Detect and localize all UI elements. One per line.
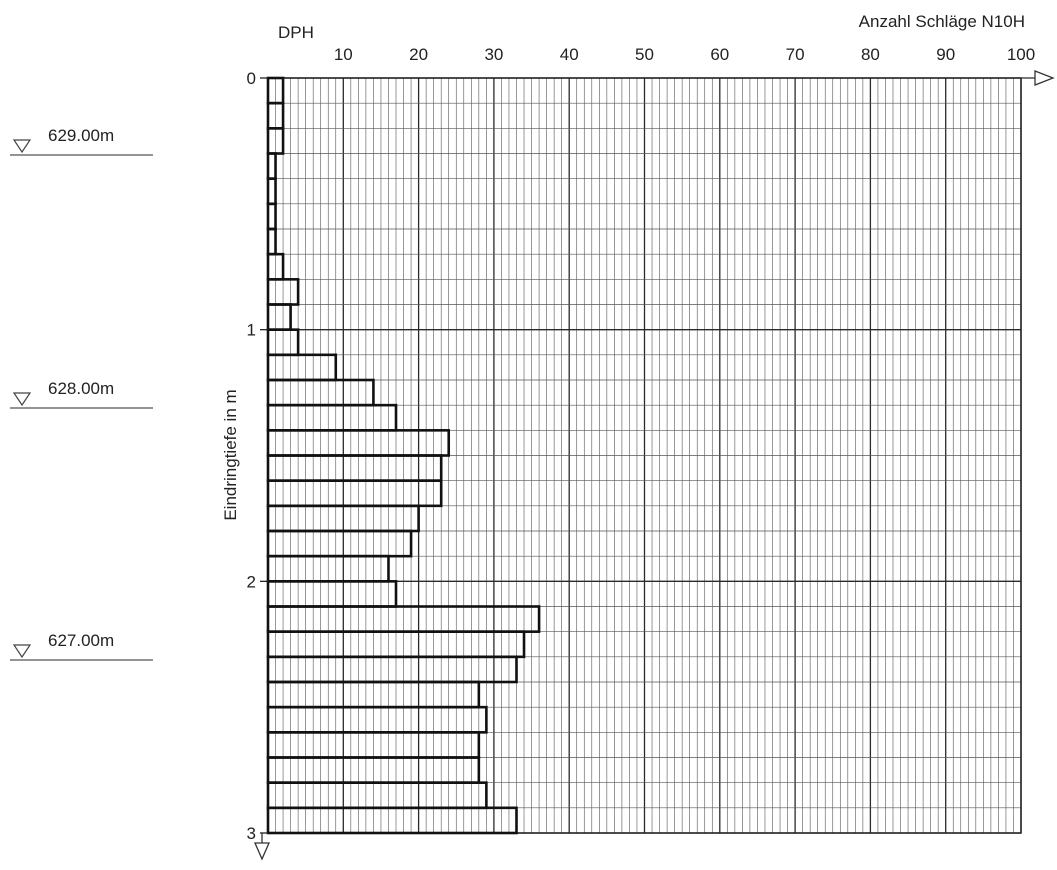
bar-20 bbox=[266, 580, 398, 608]
x-tick-label: 80 bbox=[861, 45, 880, 64]
bar-5 bbox=[266, 202, 277, 231]
x-tick-label: 70 bbox=[786, 45, 805, 64]
elevation-label: 628.00m bbox=[48, 379, 114, 398]
bar-11 bbox=[266, 353, 338, 382]
x-tick-label: 100 bbox=[1007, 45, 1035, 64]
bar-29 bbox=[266, 806, 518, 835]
bar-4 bbox=[266, 177, 277, 206]
x-tick-label: 40 bbox=[560, 45, 579, 64]
x-axis-label: Anzahl Schläge N10H bbox=[859, 12, 1025, 31]
x-axis-arrow-icon bbox=[1034, 70, 1055, 86]
x-tick-label: 20 bbox=[409, 45, 428, 64]
y-tick-label: 1 bbox=[247, 321, 256, 340]
water-level-triangle-icon bbox=[12, 139, 32, 154]
y-axis-arrow-icon bbox=[254, 842, 270, 861]
bar-13 bbox=[266, 403, 398, 432]
bar-16 bbox=[266, 479, 443, 508]
bar-15 bbox=[266, 454, 443, 482]
axes: 10 20 30 40 50 60 70 80 90 100 0 1 2 3 bbox=[247, 45, 1055, 861]
x-tick-label: 90 bbox=[936, 45, 955, 64]
x-tick-label: 30 bbox=[484, 45, 503, 64]
bars bbox=[266, 76, 541, 835]
y-tick-label: 3 bbox=[247, 824, 256, 843]
y-tick-label: 0 bbox=[247, 69, 256, 88]
bar-28 bbox=[266, 781, 488, 810]
bar-18 bbox=[266, 529, 413, 558]
bar-3 bbox=[266, 152, 277, 180]
water-level-triangle-icon bbox=[12, 644, 32, 659]
elevation-label: 627.00m bbox=[48, 631, 114, 650]
elevation-label: 629.00m bbox=[48, 126, 114, 145]
bar-9 bbox=[266, 303, 292, 331]
bar-6 bbox=[266, 227, 277, 256]
water-level-triangle-icon bbox=[12, 392, 32, 407]
x-tick-label: 50 bbox=[635, 45, 654, 64]
y-axis-label: Eindringtiefe in m bbox=[221, 389, 240, 520]
chart-title: DPH bbox=[278, 23, 314, 42]
y-tick-label: 2 bbox=[247, 572, 256, 591]
bar-25 bbox=[266, 705, 488, 734]
x-tick-label: 10 bbox=[334, 45, 353, 64]
elevation-markers: 629.00m 628.00m 627.00m bbox=[10, 126, 153, 661]
bar-23 bbox=[266, 655, 518, 684]
x-tick-label: 60 bbox=[710, 45, 729, 64]
